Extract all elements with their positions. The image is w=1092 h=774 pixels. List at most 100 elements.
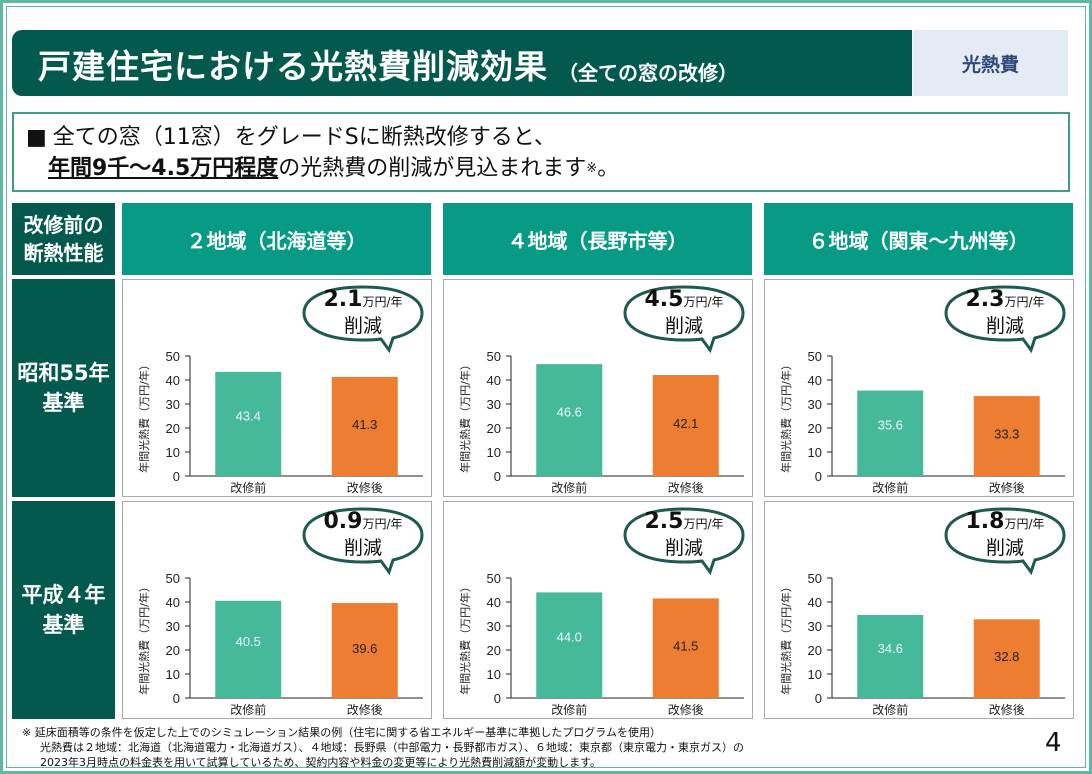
savings-unit: 万円/年: [683, 517, 724, 531]
y-tick-label: 50: [808, 349, 822, 364]
summary-text-2: の光熱費の削減が見込まれます: [278, 156, 587, 181]
savings-text: 1.8万円/年 削減: [943, 510, 1067, 561]
y-tick-label: 40: [487, 373, 501, 388]
y-tick-label: 10: [808, 445, 822, 460]
savings-callout: 1.8万円/年 削減: [943, 506, 1067, 576]
corner-label-line-1: 改修前の: [23, 213, 104, 237]
y-tick-label: 0: [815, 691, 822, 706]
savings-callout: 0.9万円/年 削減: [301, 506, 425, 576]
title-bar: 戸建住宅における光熱費削減効果 （全ての窓の改修）: [12, 30, 912, 96]
y-tick-label: 10: [487, 667, 501, 682]
bar-after: [652, 598, 719, 698]
bar-value-label: 39.6: [352, 641, 377, 656]
corner-header: 改修前の 断熱性能: [12, 203, 115, 275]
x-tick-label: 改修前: [872, 702, 908, 717]
y-tick-label: 40: [166, 373, 180, 388]
bar-after: [973, 396, 1040, 476]
bar-value-label: 33.3: [994, 426, 1019, 441]
y-tick-label: 50: [487, 571, 501, 586]
y-tick-label: 20: [808, 643, 822, 658]
category-tag: 光熱費: [913, 30, 1068, 96]
speech-bubble-icon: [623, 285, 745, 354]
bar-chart: 0 10 20 30 40 50 年間光熱費（万円/年） 44.0 改修前 41.5 改修後: [458, 571, 744, 717]
page-number: 4: [1045, 728, 1062, 758]
speech-bubble-icon: [944, 285, 1066, 354]
slide-inner-border: [6, 6, 1086, 768]
savings-label: 削減: [985, 537, 1024, 559]
y-tick-label: 20: [487, 643, 501, 658]
bar-chart: 0 10 20 30 40 50 年間光熱費（万円/年） 40.5 改修前 39.6 改修後: [137, 571, 423, 717]
bar-after: [973, 619, 1040, 698]
chart-panel: 0 10 20 30 40 50 年間光熱費（万円/年） 44.0 改修前 41.5 改修後 2.5…: [443, 501, 753, 719]
y-tick-label: 50: [487, 349, 501, 364]
footnote: ※ 延床面積等の条件を仮定した上でのシミュレーション結果の例（住宅に関する省エネ…: [22, 725, 744, 770]
summary-end: 。: [597, 156, 620, 181]
x-tick-label: 改修後: [668, 702, 704, 717]
page-subtitle: （全ての窓の改修）: [558, 61, 738, 85]
savings-label: 削減: [664, 315, 703, 337]
y-tick-label: 0: [173, 469, 180, 484]
bar-before: [215, 371, 282, 476]
y-axis-label: 年間光熱費（万円/年）: [779, 359, 793, 473]
row-label-line-1: 昭和55年: [17, 361, 110, 385]
bar-before: [536, 364, 603, 476]
bar-value-label: 35.6: [878, 418, 903, 433]
x-tick-label: 改修前: [230, 480, 266, 495]
x-tick-label: 改修前: [230, 702, 266, 717]
chart-panel: 0 10 20 30 40 50 年間光熱費（万円/年） 46.6 改修前 42.1 改修後 4.5…: [443, 279, 753, 497]
bar-chart: 0 10 20 30 40 50 年間光熱費（万円/年） 34.6 改修前 32.8 改修後: [779, 571, 1065, 717]
savings-label: 削減: [664, 537, 703, 559]
chart-panel: 0 10 20 30 40 50 年間光熱費（万円/年） 34.6 改修前 32.8 改修後 1.8…: [764, 501, 1074, 719]
savings-value: 2.1: [323, 287, 363, 312]
x-tick-label: 改修前: [872, 480, 908, 495]
y-tick-label: 30: [808, 397, 822, 412]
y-tick-label: 20: [487, 421, 501, 436]
speech-bubble-icon: [302, 285, 424, 354]
x-tick-label: 改修前: [551, 702, 587, 717]
footnote-line-2: 光熱費は２地域：北海道（北海道電力・北海道ガス）、４地域：長野県（中部電力・長野…: [40, 741, 744, 754]
speech-bubble-icon: [944, 507, 1066, 576]
summary-line-1: ■ 全ての窓（11窓）をグレードSに断熱改修すると、: [26, 122, 1068, 153]
y-axis-label: 年間光熱費（万円/年）: [458, 359, 472, 473]
x-tick-label: 改修後: [347, 480, 383, 495]
row-header-s55: 昭和55年 基準: [12, 279, 115, 497]
savings-value: 1.8: [965, 509, 1005, 534]
bar-chart: 0 10 20 30 40 50 年間光熱費（万円/年） 46.6 改修前 42.1 改修後: [458, 349, 744, 495]
bar-before: [857, 614, 924, 698]
column-header-region-4: ４地域（長野市等）: [443, 203, 752, 275]
savings-value: 0.9: [323, 509, 363, 534]
savings-unit: 万円/年: [362, 517, 403, 531]
x-tick-label: 改修後: [668, 480, 704, 495]
chart-panel: 0 10 20 30 40 50 年間光熱費（万円/年） 43.4 改修前 41.3 改修後 2.1…: [122, 279, 432, 497]
y-tick-label: 40: [487, 595, 501, 610]
savings-text: 4.5万円/年 削減: [622, 288, 746, 339]
savings-label: 削減: [343, 315, 382, 337]
savings-callout: 2.1万円/年 削減: [301, 284, 425, 354]
bar-before: [857, 390, 924, 476]
savings-text: 2.1万円/年 削減: [301, 288, 425, 339]
savings-callout: 4.5万円/年 削減: [622, 284, 746, 354]
x-tick-label: 改修後: [989, 702, 1025, 717]
y-tick-label: 50: [166, 571, 180, 586]
y-tick-label: 50: [166, 349, 180, 364]
savings-label: 削減: [343, 537, 382, 559]
summary-text-1: 全ての窓（11窓）をグレードSに断熱改修すると、: [52, 125, 556, 150]
y-tick-label: 20: [808, 421, 822, 436]
row-label-line-1: 平成４年: [21, 583, 106, 607]
y-tick-label: 50: [808, 571, 822, 586]
savings-unit: 万円/年: [362, 295, 403, 309]
summary-box: ■ 全ての窓（11窓）をグレードSに断熱改修すると、 年間9千～4.5万円程度の光…: [12, 112, 1070, 192]
bar-value-label: 40.5: [236, 634, 261, 649]
row-label-line-2: 基準: [42, 613, 85, 637]
y-tick-label: 20: [166, 643, 180, 658]
x-tick-label: 改修後: [347, 702, 383, 717]
y-tick-label: 0: [173, 691, 180, 706]
bar-after: [331, 376, 398, 476]
speech-bubble-icon: [623, 507, 745, 576]
chart-panel: 0 10 20 30 40 50 年間光熱費（万円/年） 35.6 改修前 33.3 改修後 2.3…: [764, 279, 1074, 497]
y-tick-label: 30: [487, 619, 501, 634]
y-tick-label: 10: [166, 445, 180, 460]
bar-value-label: 41.3: [352, 417, 377, 432]
bar-value-label: 42.1: [673, 416, 698, 431]
